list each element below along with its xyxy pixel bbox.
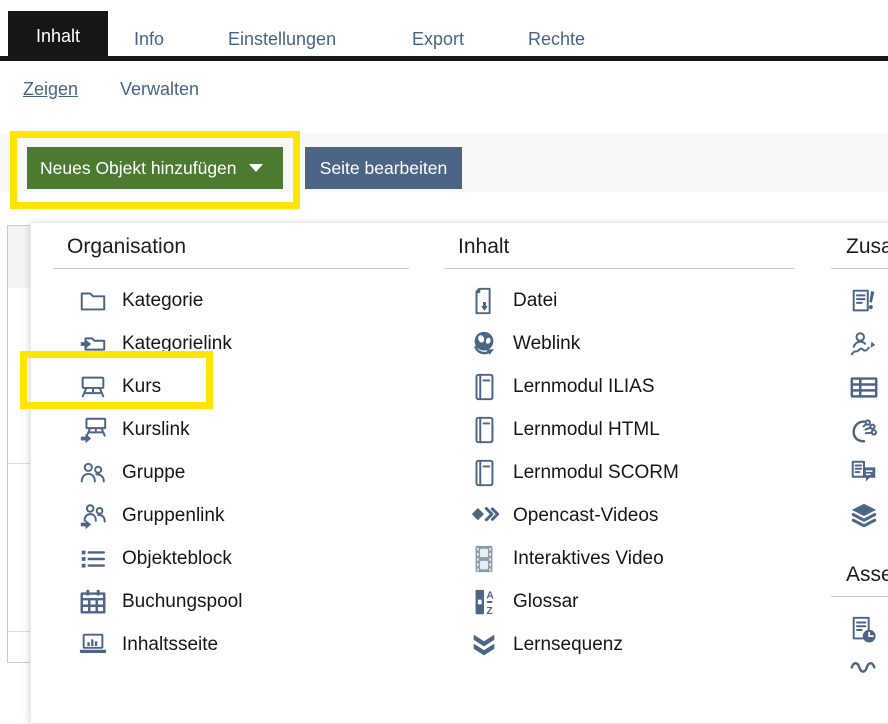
menu-item-kategorielink[interactable]: Kategorielink [53, 323, 409, 366]
file-download-icon [469, 286, 499, 316]
tab-info[interactable]: Info [134, 29, 165, 49]
globe-link-icon [469, 329, 499, 359]
double-chevron-down-icon [469, 630, 499, 660]
book-icon [469, 458, 499, 488]
menu-item-lernmodul-scorm[interactable]: Lernmodul SCORM [444, 452, 794, 495]
menu-item-col3-3[interactable] [831, 366, 888, 409]
document-clock-icon [849, 615, 879, 645]
group-header-assessment: Asse [846, 563, 888, 587]
book-icon [469, 372, 499, 402]
subtab-zeigen[interactable]: Zeigen [23, 79, 79, 99]
menu-item-gruppenlink[interactable]: Gruppenlink [53, 494, 409, 537]
svg-text:A: A [486, 590, 494, 601]
document-exclamation-icon [849, 286, 879, 316]
menu-item-glossar[interactable]: A Z Glossar [444, 580, 794, 623]
presentation-board-icon [78, 372, 108, 402]
add-object-button[interactable]: Neues Objekt hinzufügen [27, 147, 283, 189]
menu-item-opencast-videos[interactable]: Opencast-Videos [444, 494, 794, 537]
person-signature-icon [849, 329, 879, 359]
edit-page-button[interactable]: Seite bearbeiten [305, 147, 462, 189]
menu-item-col3-8[interactable] [831, 651, 888, 694]
presentation-board-link-icon [78, 415, 108, 445]
diamond-chevrons-icon [469, 501, 499, 531]
divider [444, 268, 794, 269]
calendar-icon [78, 587, 108, 617]
menu-item-datei[interactable]: Datei [444, 280, 794, 323]
folder-link-icon [78, 329, 108, 359]
filmstrip-icon [469, 544, 499, 574]
documents-chat-icon [849, 458, 879, 488]
group-header-zusammenarbeit: Zusa [846, 235, 888, 258]
menu-item-col3-4[interactable] [831, 409, 888, 452]
menu-item-weblink[interactable]: Weblink [444, 323, 794, 366]
group-header-inhalt: Inhalt [458, 235, 510, 258]
tab-export[interactable]: Export [412, 29, 465, 49]
menu-item-objekteblock[interactable]: Objekteblock [53, 537, 409, 580]
tab-einstellungen[interactable]: Einstellungen [228, 29, 337, 49]
menu-item-col3-6[interactable] [831, 494, 888, 537]
folder-icon [78, 286, 108, 316]
dropdown-column-inhalt: Inhalt Datei Weblink [444, 233, 794, 666]
users-link-icon [78, 501, 108, 531]
users-icon [78, 458, 108, 488]
menu-item-lernmodul-ilias[interactable]: Lernmodul ILIAS [444, 366, 794, 409]
menu-item-col3-1[interactable] [831, 280, 888, 323]
hand-vote-icon [849, 415, 879, 445]
book-icon [469, 415, 499, 445]
add-object-button-label: Neues Objekt hinzufügen [40, 157, 237, 178]
menu-item-gruppe[interactable]: Gruppe [53, 452, 409, 495]
dropdown-column-organisation: Organisation Kategorie Kategorielink Kur… [53, 233, 409, 666]
svg-text:Z: Z [486, 606, 492, 617]
binder-az-icon: A Z [469, 587, 499, 617]
menu-item-interaktives-video[interactable]: Interaktives Video [444, 537, 794, 580]
menu-item-col3-7[interactable] [831, 608, 888, 651]
tab-rechte[interactable]: Rechte [528, 29, 586, 49]
menu-item-col3-2[interactable] [831, 323, 888, 366]
subtab-verwalten[interactable]: Verwalten [120, 79, 200, 99]
divider [831, 268, 888, 269]
menu-item-kurslink[interactable]: Kurslink [53, 409, 409, 452]
item-list-icon [78, 544, 108, 574]
menu-item-kategorie[interactable]: Kategorie [53, 280, 409, 323]
tabbar-underline [0, 56, 888, 61]
laptop-chart-icon [78, 630, 108, 660]
table-icon [849, 372, 879, 402]
menu-item-lernsequenz[interactable]: Lernsequenz [444, 623, 794, 666]
add-object-dropdown: Organisation Kategorie Kategorielink Kur… [30, 222, 888, 724]
menu-item-col3-5[interactable] [831, 452, 888, 495]
caret-down-icon [248, 164, 263, 172]
tab-inhalt[interactable]: Inhalt [8, 11, 108, 61]
menu-item-buchungspool[interactable]: Buchungspool [53, 580, 409, 623]
group-header-organisation: Organisation [67, 235, 187, 258]
menu-item-lernmodul-html[interactable]: Lernmodul HTML [444, 409, 794, 452]
dropdown-column-zusammenarbeit: Zusa [831, 233, 888, 694]
menu-item-kurs[interactable]: Kurs [53, 366, 409, 409]
divider [831, 596, 888, 598]
layers-icon [849, 501, 879, 531]
squiggle-icon [849, 658, 879, 688]
menu-item-inhaltsseite[interactable]: Inhaltsseite [53, 623, 409, 666]
divider [53, 268, 409, 269]
